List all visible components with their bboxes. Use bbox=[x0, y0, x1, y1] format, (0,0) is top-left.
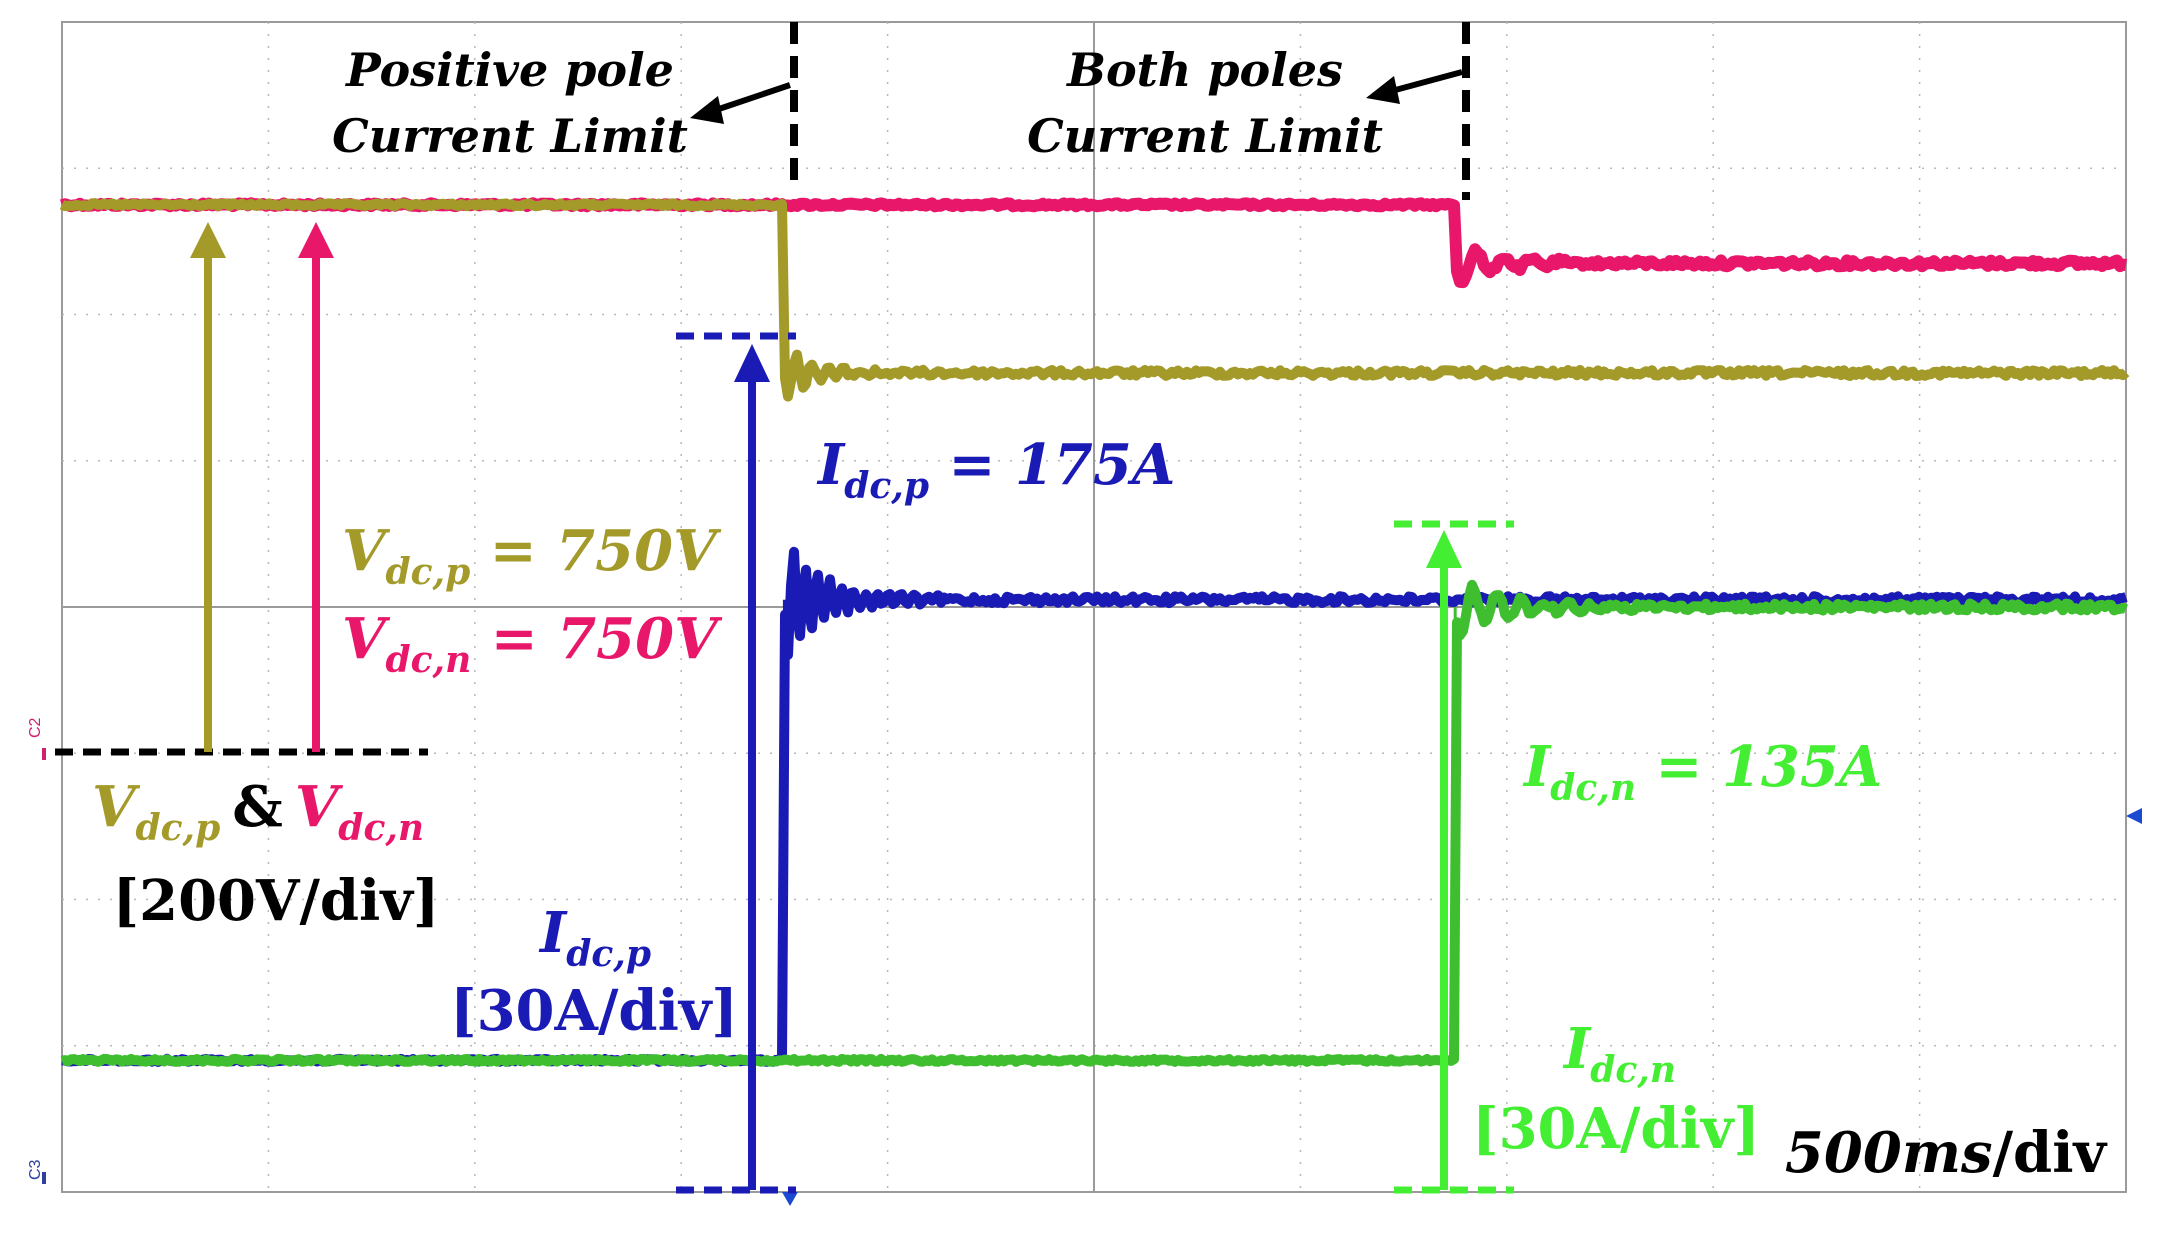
event2-label-line1: Both poles bbox=[1065, 43, 1343, 97]
vn-value-label: Vdc,n = 750V bbox=[342, 606, 723, 681]
idcp-value-label: Idc,p = 175A bbox=[816, 432, 1175, 507]
traces bbox=[59, 197, 2130, 1067]
ch2-ground-tick bbox=[42, 748, 46, 760]
timebase-label: 500ms/div bbox=[1785, 1120, 2108, 1186]
ch3-marker: C3 bbox=[27, 1159, 44, 1180]
idcn-scale-label: [30A/div] bbox=[1472, 1096, 1760, 1162]
event1-label-line2: Current Limit bbox=[332, 109, 688, 163]
event1-label-line1: Positive pole bbox=[344, 43, 674, 97]
idcp-scale-label: [30A/div] bbox=[450, 978, 738, 1044]
v-channels-label: Vdc,p & Vdc,n bbox=[92, 774, 424, 849]
trace-i-dc-n bbox=[60, 579, 2128, 1067]
idcn-value-label: Idc,n = 135A bbox=[1522, 734, 1882, 809]
event2-arrow-head bbox=[1366, 76, 1400, 104]
idcn-channel-label: Idc,n bbox=[1562, 1016, 1676, 1091]
vn-scale-arrow-head bbox=[298, 222, 334, 258]
v-scale-label: [200V/div] bbox=[113, 868, 440, 934]
idcp-channel-label: Idc,p bbox=[538, 900, 651, 975]
event1-arrow bbox=[709, 82, 791, 115]
idcn-scale-arrow-head bbox=[1426, 530, 1462, 568]
trigger-position-marker bbox=[782, 1192, 798, 1206]
event1-arrow-head bbox=[690, 96, 724, 124]
event2-label-line2: Current Limit bbox=[1027, 109, 1383, 163]
vp-scale-arrow-head bbox=[190, 222, 226, 258]
vp-value-label: Vdc,p = 750V bbox=[342, 518, 722, 593]
ch2-marker: C2 bbox=[27, 717, 44, 738]
trace-v-dc-p bbox=[59, 198, 2130, 402]
idcp-scale-arrow-head bbox=[734, 344, 770, 382]
ch3-ground-tick bbox=[42, 1172, 46, 1184]
trigger-level-marker bbox=[2126, 808, 2142, 824]
event2-arrow bbox=[1387, 69, 1463, 95]
